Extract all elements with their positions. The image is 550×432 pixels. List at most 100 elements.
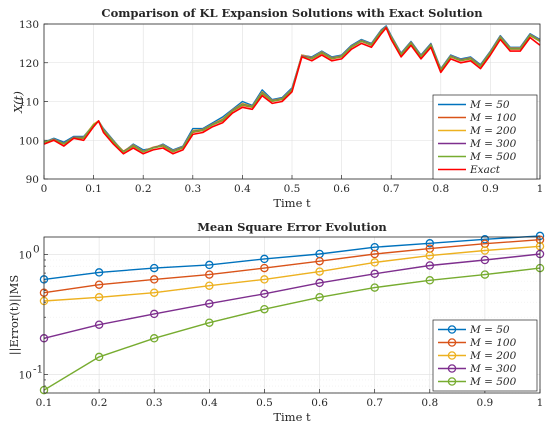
chart-title: Comparison of KL Expansion Solutions wit… [101,6,483,20]
legend-marker [447,364,457,373]
y-tick-label: 120 [19,58,39,70]
x-tick-label: 0.8 [421,397,438,409]
legend-label: M = 50 [469,99,510,111]
data-point [149,263,159,273]
data-point [94,320,104,329]
y-tick-exponent: 0 [33,244,40,256]
legend-label: M = 500 [469,376,517,388]
data-point [149,288,159,297]
data-point [149,334,159,343]
x-tick-label: 0.7 [383,183,400,195]
legend-label: M = 300 [469,138,517,150]
series-line [43,235,541,281]
data-point [370,269,379,279]
axes-box [43,236,541,394]
x-tick-label: 0.9 [482,183,499,195]
legend-label: M = 300 [469,363,517,375]
data-point [260,263,269,273]
x-tick-label: 0.9 [477,397,494,409]
legend-box [432,94,538,180]
data-point [315,267,324,276]
data-point [480,235,490,244]
legend-label: M = 100 [469,337,517,349]
data-point [480,270,490,279]
legend-marker [447,377,457,386]
bottom-chart: Mean Square Error Evolution 0.1 0.2 0.3 0.4… [7,220,545,424]
data-point [425,261,435,270]
series-line [43,239,541,294]
y-tick-label: 100 [19,135,39,147]
y-tick-label: 110 [19,97,39,109]
series-line [43,27,541,155]
y-tick-labels: 90 100 110 120 130 [19,19,39,186]
x-tick-label: 0.3 [184,183,201,195]
data-point [260,275,269,284]
chart-title: Mean Square Error Evolution [197,220,387,234]
axes-box [43,23,541,180]
x-tick-label: 0.2 [91,397,108,409]
legend-label: M = 500 [469,151,517,163]
x-tick-label: 0.4 [201,397,218,409]
series-line [43,245,541,302]
x-tick-label: 0 [41,183,48,195]
x-tick-label: 0.6 [311,397,328,409]
x-tick-label: 1 [537,183,544,195]
x-tick-label: 0.1 [36,397,53,409]
series-lines [43,25,541,155]
y-axis-label: X(t) [11,91,25,114]
y-tick-exponent: -1 [33,363,43,375]
data-point [260,289,269,299]
data-point [94,293,104,302]
x-label-text: Time t [273,410,311,424]
data-point [425,251,435,260]
x-tick-label: 0.5 [256,397,273,409]
data-point [315,293,324,302]
data-point [480,255,490,265]
data-point [260,304,269,314]
y-axis-label: ||Error(t)||MS [7,275,22,356]
x-tick-label: 0.7 [366,397,383,409]
data-point [480,246,490,255]
legend-label: Exact [469,164,501,176]
legend-marker [447,351,457,360]
top-chart: Comparison of KL Expansion Solutions wit… [11,6,543,210]
data-point [205,318,214,327]
legend-label: M = 50 [469,324,510,336]
x-tick-label: 0.8 [432,183,449,195]
legend-label: M = 100 [469,112,517,124]
data-point [205,299,214,308]
data-point [425,239,435,248]
legend-label: M = 200 [469,350,517,362]
legend-label: M = 200 [469,125,517,137]
x-label-text: Time t [273,196,311,210]
data-point [94,352,104,362]
data-point [260,254,269,264]
x-tick-label: 0.2 [135,183,152,195]
x-axis-label: Time t [273,410,311,424]
data-point [205,281,214,290]
legend-marker [447,325,457,334]
y-tick-label: 130 [19,19,39,31]
x-tick-label: 1 [537,397,544,409]
data-point [205,270,214,279]
data-point [315,256,324,266]
x-tick-labels: 0 0.1 0.2 0.3 0.4 0.5 0.6 0.7 0.8 0.9 1 [41,183,544,195]
data-point [94,268,104,277]
data-point [149,309,159,319]
x-tick-label: 0.6 [333,183,350,195]
x-tick-labels: 0.1 0.2 0.3 0.4 0.5 0.6 0.7 0.8 0.9 1 [36,397,544,409]
x-tick-label: 0.4 [234,183,251,195]
data-point [425,276,435,285]
series-line [43,267,541,391]
data-point [205,260,214,270]
y-tick-label: 10 [19,369,32,381]
x-tick-label: 0.1 [85,183,102,195]
y-tick-label: 90 [26,174,39,186]
series-line [43,253,541,339]
data-point [370,283,379,292]
data-point [370,249,379,259]
